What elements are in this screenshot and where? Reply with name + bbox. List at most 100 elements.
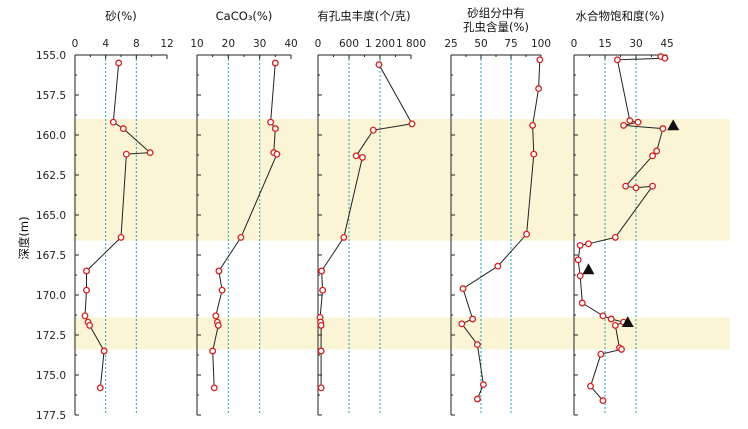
data-point [618,345,625,353]
panel-title: 有孔虫丰度(个/克) [317,9,410,23]
data-point [86,321,94,329]
data-point [237,233,245,241]
data-point [408,120,416,128]
data-point [375,61,383,69]
data-point [273,150,281,158]
data-point [523,230,531,238]
data-point [215,267,223,275]
x-tick-label: 0 [72,38,79,50]
data-point [340,233,348,241]
x-tick-label: 40 [284,38,297,50]
highlight-bands [73,119,730,350]
x-tick-label: 10 [190,38,203,50]
depth-tick-label: 175.0 [36,370,66,382]
depth-tick-label: 155.0 [36,50,66,62]
data-point [352,152,360,160]
depth-tick-label: 160.0 [36,130,66,142]
depth-tick-label: 170.0 [36,290,66,302]
x-tick-label: 12 [160,38,173,50]
data-point [369,126,377,134]
panel-1: 砂(%) 0 4 8 12 [72,9,174,416]
x-tick-label: 20 [222,38,235,50]
data-point [535,85,543,93]
depth-tick-label: 177.5 [36,410,66,422]
data-point [267,118,275,126]
data-point [473,395,481,403]
data-point [626,117,634,125]
panel-3: 有孔虫丰度(个/克) 0 600 1 200 1 800 [315,9,426,416]
data-point [620,121,628,129]
data-point [649,182,656,190]
data-point [494,262,502,270]
depth-tick-label: 162.5 [36,170,66,182]
data-point [587,382,594,390]
data-point [622,182,630,190]
data-point [146,149,154,157]
data-point [317,347,325,355]
data-point [536,56,544,64]
data-point [576,272,584,280]
data-point [214,321,222,329]
data-point [574,256,582,264]
triangle-marker [621,316,634,327]
panel-2: CaCO₃(%) 10 20 30 40 [190,9,298,416]
data-point [653,147,661,155]
data-point [459,285,467,293]
x-tick-label: 600 [339,38,359,50]
data-point [473,341,481,349]
depth-tick-label: 157.5 [36,90,66,102]
panel-title: 水合物饱和度(%) [576,9,665,23]
data-point [122,150,130,158]
data-point [611,321,619,329]
data-point [634,118,642,126]
data-point [358,153,366,161]
x-tick-label: 15 [598,38,611,50]
data-point [613,56,621,64]
depth-axis: 155.0 157.5 160.0 162.5 165.0 167.5 170.0 172.5… [36,50,66,422]
data-point [218,286,226,294]
data-point [458,320,466,328]
panel-title: 孔虫含量(%) [463,20,529,34]
data-point [212,312,220,320]
x-tick-label: 4 [102,38,109,50]
x-tick-label: 1 800 [396,38,426,50]
data-point [317,384,325,392]
data-point [119,125,127,133]
data-point [96,384,104,392]
data-point [599,312,607,320]
data-point [530,150,538,158]
data-point [632,184,640,192]
panel-title: 砂(%) [105,9,136,23]
data-point [576,241,584,249]
x-tick-label: 30 [629,38,642,50]
x-tick-label: 75 [504,38,517,50]
data-point [607,315,615,323]
x-tick-label: 8 [133,38,140,50]
depth-tick-label: 172.5 [36,330,66,342]
panels: 砂(%) 0 4 8 12 CaCO₃(%) 10 20 30 40 有孔虫丰度(个/克) 0 600 1… [72,6,680,416]
triangle-marker [582,263,595,275]
triangle-marker [667,119,680,131]
data-point [271,59,279,67]
depth-tick-label: 165.0 [36,210,66,222]
data-point [83,267,90,275]
data-point [81,312,89,320]
x-tick-label: 30 [253,38,266,50]
x-tick-label: 45 [660,38,673,50]
data-point [271,125,279,133]
data-point [585,240,592,248]
x-tick-label: 50 [474,38,487,50]
data-point [115,59,123,67]
x-tick-label: 0 [571,38,578,50]
data-point [529,121,537,129]
series-line [461,59,541,400]
data-point [210,384,218,392]
x-tick-label: 0 [315,38,322,50]
data-point [209,347,217,355]
x-tick-label: 25 [444,38,457,50]
data-point [469,315,477,323]
data-point [109,118,117,126]
panel-title: 砂组分中有 [467,6,525,20]
panel-title: CaCO₃(%) [216,9,273,23]
